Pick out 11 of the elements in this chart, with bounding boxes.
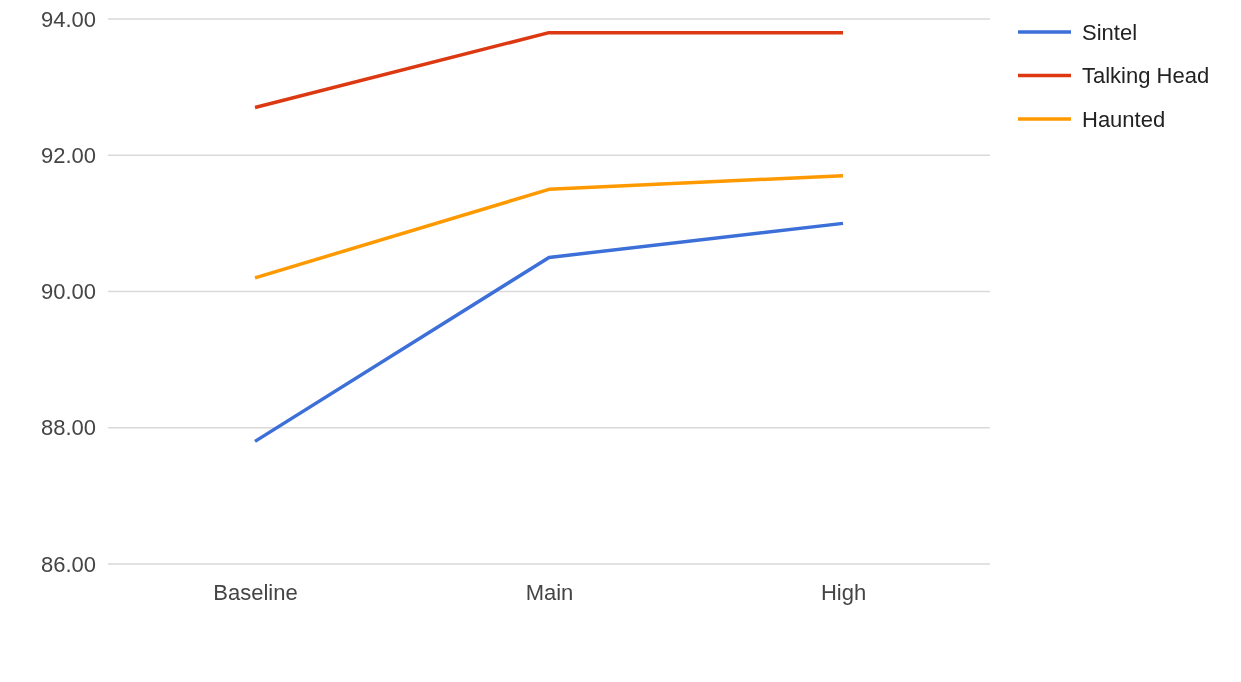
x-tick-label: Main bbox=[525, 579, 574, 605]
legend-label: Sintel bbox=[1082, 19, 1138, 45]
x-tick-label: Baseline bbox=[213, 579, 298, 605]
y-tick-label: 90.00 bbox=[40, 279, 96, 305]
x-tick-label: High bbox=[820, 579, 867, 605]
y-tick-label: 92.00 bbox=[40, 142, 96, 168]
y-tick-label: 88.00 bbox=[40, 415, 96, 441]
legend-label: Talking Head bbox=[1082, 63, 1210, 89]
legend-label: Haunted bbox=[1082, 106, 1166, 132]
y-tick-label: 86.00 bbox=[40, 551, 96, 577]
y-tick-label: 94.00 bbox=[40, 6, 96, 32]
